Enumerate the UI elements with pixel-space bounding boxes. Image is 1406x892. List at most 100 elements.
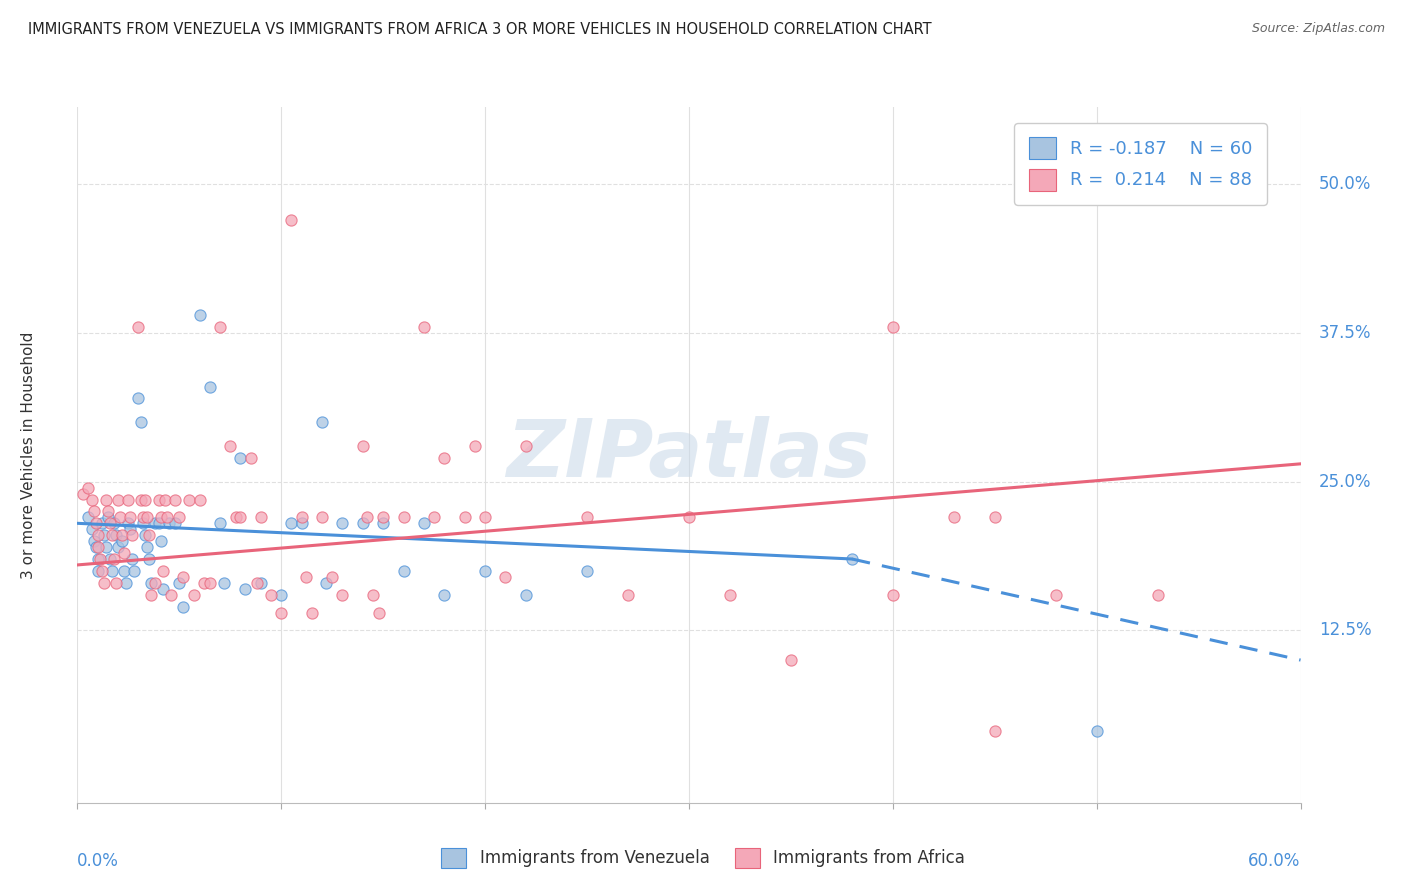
Point [112, 564, 135, 578]
Point [117, 492, 139, 507]
Point [188, 492, 211, 507]
Point [219, 439, 242, 453]
Point [90, 564, 112, 578]
Text: ZIPatlas: ZIPatlas [506, 416, 872, 494]
Point [83, 534, 105, 549]
Point [127, 320, 149, 334]
Point [115, 575, 138, 590]
Point [433, 450, 456, 465]
Text: 60.0%: 60.0% [1249, 852, 1301, 870]
Point [76, 481, 98, 495]
Point [617, 588, 640, 602]
Point [103, 552, 125, 566]
Point [143, 575, 166, 590]
Point [371, 510, 394, 524]
Point [105, 575, 128, 590]
Point [332, 588, 354, 602]
Point [433, 588, 456, 602]
Point [356, 510, 378, 524]
Point [139, 575, 162, 590]
Point [229, 510, 252, 524]
Point [270, 588, 292, 602]
Point [127, 392, 149, 406]
Point [139, 588, 162, 602]
Legend: R = -0.187    N = 60, R =  0.214    N = 88: R = -0.187 N = 60, R = 0.214 N = 88 [1014, 123, 1267, 205]
Point [101, 528, 124, 542]
Point [392, 510, 415, 524]
Point [321, 570, 343, 584]
Point [301, 606, 323, 620]
Point [718, 588, 741, 602]
Point [135, 510, 157, 524]
Point [101, 564, 124, 578]
Point [246, 575, 269, 590]
Point [83, 504, 105, 518]
Point [149, 510, 172, 524]
Point [87, 552, 110, 566]
Point [84, 540, 107, 554]
Point [453, 510, 475, 524]
Point [152, 582, 174, 596]
Point [105, 528, 128, 542]
Point [129, 415, 152, 429]
Point [280, 516, 302, 531]
Point [98, 552, 121, 566]
Point [97, 510, 120, 524]
Point [882, 588, 904, 602]
Point [107, 492, 129, 507]
Legend: Immigrants from Venezuela, Immigrants from Africa: Immigrants from Venezuela, Immigrants fr… [434, 841, 972, 875]
Point [160, 588, 183, 602]
Point [172, 599, 194, 614]
Point [984, 724, 1007, 739]
Point [882, 320, 904, 334]
Point [270, 606, 292, 620]
Point [131, 516, 153, 531]
Point [423, 510, 446, 524]
Point [165, 492, 187, 507]
Point [124, 564, 146, 578]
Point [413, 320, 436, 334]
Point [89, 552, 111, 566]
Point [1085, 724, 1108, 739]
Point [169, 575, 191, 590]
Point [1147, 588, 1170, 602]
Point [157, 516, 180, 531]
Point [76, 510, 98, 524]
Point [260, 588, 283, 602]
Point [290, 510, 312, 524]
Point [97, 504, 120, 518]
Point [368, 606, 391, 620]
Point [311, 415, 333, 429]
Point [172, 570, 194, 584]
Point [121, 552, 143, 566]
Point [111, 528, 134, 542]
Point [80, 492, 103, 507]
Point [148, 516, 170, 531]
Point [474, 510, 496, 524]
Text: Source: ZipAtlas.com: Source: ZipAtlas.com [1251, 22, 1385, 36]
Point [413, 516, 436, 531]
Point [152, 564, 174, 578]
Point [290, 516, 312, 531]
Point [208, 320, 231, 334]
Point [80, 522, 103, 536]
Point [392, 564, 415, 578]
Point [225, 510, 247, 524]
Point [87, 564, 110, 578]
Point [153, 492, 176, 507]
Point [156, 510, 179, 524]
Point [1107, 165, 1129, 179]
Point [94, 540, 117, 554]
Point [250, 575, 273, 590]
Point [131, 510, 153, 524]
Point [179, 492, 201, 507]
Point [464, 439, 486, 453]
Point [93, 575, 115, 590]
Point [841, 552, 863, 566]
Point [576, 564, 599, 578]
Point [98, 516, 121, 531]
Point [280, 213, 302, 227]
Point [148, 492, 170, 507]
Point [515, 439, 537, 453]
Point [311, 510, 333, 524]
